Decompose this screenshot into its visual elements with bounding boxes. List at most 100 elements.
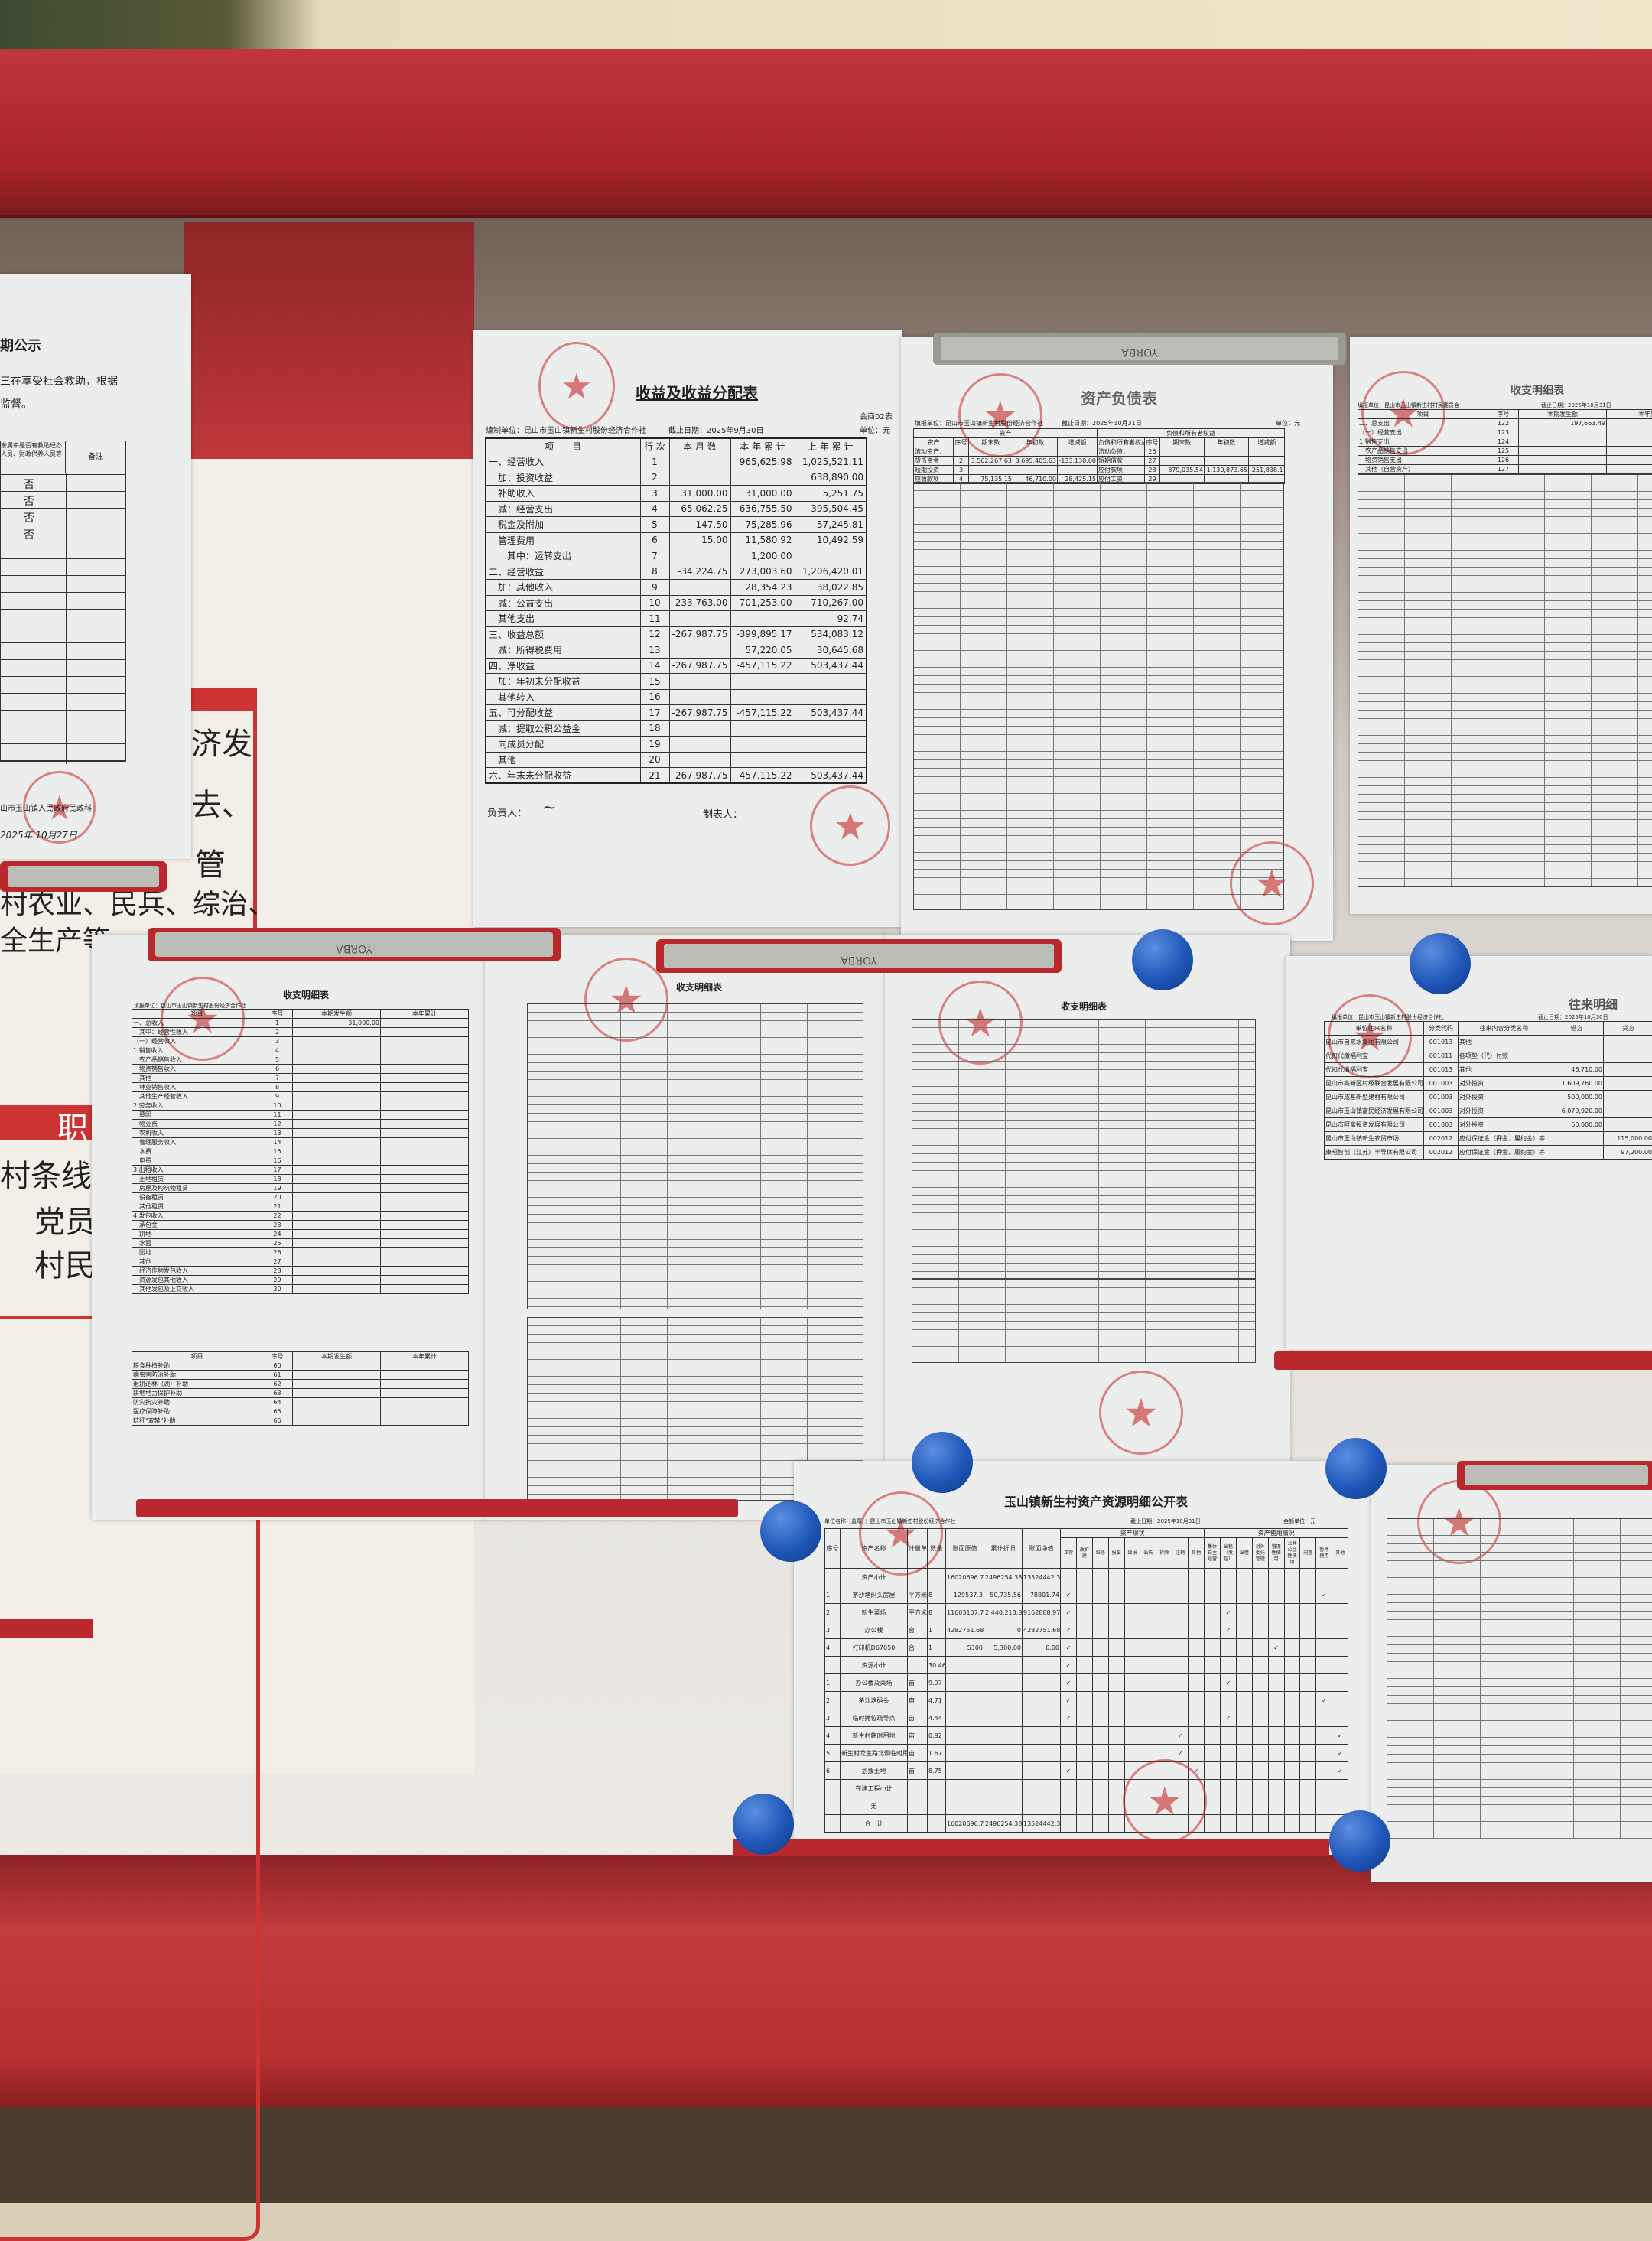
table-cell xyxy=(1205,1780,1221,1797)
table-cell: 昆山市玉山镇新生农贸市场 xyxy=(1325,1132,1424,1146)
table-cell xyxy=(1252,1727,1268,1745)
table-cell: 2 xyxy=(954,457,969,466)
sign-holder xyxy=(0,861,167,892)
magnet[interactable] xyxy=(760,1501,821,1562)
table-cell xyxy=(1221,1780,1237,1797)
table-header: 项目序号本期发生额本年累计 xyxy=(132,1352,469,1361)
magnet[interactable] xyxy=(1325,1438,1387,1499)
sign-holder-label: YORBA xyxy=(664,944,1054,968)
table-cell xyxy=(1236,1657,1252,1674)
table-cell xyxy=(293,1371,381,1380)
table-cell xyxy=(1189,1745,1205,1762)
table-cell xyxy=(1140,1745,1156,1762)
magnet[interactable] xyxy=(1329,1810,1390,1872)
poster-text: 济发 xyxy=(191,719,252,763)
table-cell: -267,987.75 xyxy=(669,705,730,721)
table-cell: 38,022.85 xyxy=(795,580,867,596)
table-cell: 二、总支出 xyxy=(1358,419,1488,428)
notice-title: 期公示 xyxy=(0,335,41,355)
table-cell xyxy=(1316,1657,1332,1674)
table-cell xyxy=(1519,428,1607,437)
table-cell: 25 xyxy=(262,1239,293,1248)
table-cell: 货币资金 xyxy=(914,457,954,466)
poster-text: 职 xyxy=(57,1103,88,1147)
table-cell xyxy=(1076,1674,1092,1692)
table-cell: 6,079,920.00 xyxy=(1550,1104,1604,1118)
sheet-date: 截止日期：2025年9月30日 xyxy=(668,424,764,435)
table-cell xyxy=(1140,1604,1156,1621)
column-group-header: 负债和所有者权益 xyxy=(1098,429,1285,438)
table-cell xyxy=(381,1083,469,1092)
table-cell xyxy=(1332,1569,1348,1586)
table-cell xyxy=(293,1257,381,1267)
table-cell: 对外投资 xyxy=(1459,1104,1550,1118)
table-cell xyxy=(293,1416,381,1426)
table-cell xyxy=(381,1111,469,1120)
table-cell xyxy=(381,1147,469,1156)
poster-text: 村农业、民兵、综治、 xyxy=(0,889,275,921)
table-cell xyxy=(1076,1709,1092,1727)
table-cell: ✓ xyxy=(1061,1674,1077,1692)
table-cell: 土地租赁 xyxy=(132,1175,262,1184)
column-header: 年初数 xyxy=(1205,438,1249,447)
table-cell: 林业销售收入 xyxy=(132,1083,262,1092)
table-cell xyxy=(1092,1780,1108,1797)
sheet-date: 截止日期：2025年10月31日 xyxy=(1062,419,1142,428)
detail-table-body xyxy=(912,1279,1256,1363)
table-cell: 3.出租收入 xyxy=(132,1166,262,1175)
table-cell xyxy=(1076,1745,1092,1762)
table-cell: 1 xyxy=(928,1639,946,1657)
table-cell: 资产小计 xyxy=(841,1569,908,1586)
table-cell: ✓ xyxy=(1221,1604,1237,1621)
table-cell xyxy=(1205,1745,1221,1762)
table-cell xyxy=(1252,1639,1268,1657)
table-cell xyxy=(1604,1104,1652,1118)
table-cell xyxy=(1124,1692,1140,1709)
table-cell xyxy=(1316,1621,1332,1639)
column-header: 本年累计 xyxy=(381,1352,469,1361)
table-cell: 补助收入 xyxy=(486,486,640,502)
table-cell: 21 xyxy=(262,1202,293,1212)
table-cell: 4.发包收入 xyxy=(132,1212,262,1221)
table-cell xyxy=(928,1569,946,1586)
magnet[interactable] xyxy=(912,1432,973,1493)
table-cell: 5 xyxy=(262,1055,293,1065)
table-cell xyxy=(1058,447,1098,457)
table-cell: 10 xyxy=(262,1101,293,1111)
table-cell xyxy=(825,1569,841,1586)
magnet[interactable] xyxy=(1410,933,1471,994)
table-cell: 6 xyxy=(262,1065,293,1074)
table-cell: 534,083.12 xyxy=(795,626,867,642)
table-cell xyxy=(1268,1604,1284,1621)
column-header: 其他 xyxy=(1332,1538,1348,1569)
table-cell: 1 xyxy=(928,1621,946,1639)
table-cell: 710,267.00 xyxy=(795,595,867,611)
table-cell xyxy=(1268,1727,1284,1745)
table-cell xyxy=(969,447,1013,457)
table-cell: 31,000.00 xyxy=(293,1019,381,1028)
table-cell xyxy=(1252,1709,1268,1727)
table-cell: 2 xyxy=(825,1604,841,1621)
table-cell xyxy=(1023,1657,1061,1674)
magnet[interactable] xyxy=(1132,929,1193,990)
table-cell: 资源发包其他收入 xyxy=(132,1276,262,1285)
column-header: 资产名称 xyxy=(841,1529,908,1569)
table-cell xyxy=(1189,1709,1205,1727)
table-cell: 8 xyxy=(262,1083,293,1092)
table-cell: 0.92 xyxy=(928,1727,946,1745)
table-cell xyxy=(381,1065,469,1074)
table-cell: 75,285.96 xyxy=(730,517,795,533)
table-cell: 60 xyxy=(262,1361,293,1371)
magnet[interactable] xyxy=(733,1794,794,1855)
table-cell: 一、总收入 xyxy=(132,1019,262,1028)
table-cell xyxy=(1092,1815,1108,1833)
table-cell xyxy=(1284,1692,1300,1709)
ledger-sheet: 往来明细 填报单位：昆山市玉山镇新生村股份经济合作社 截止日期：2025年10月… xyxy=(1286,956,1652,1350)
table-cell xyxy=(1124,1657,1140,1674)
